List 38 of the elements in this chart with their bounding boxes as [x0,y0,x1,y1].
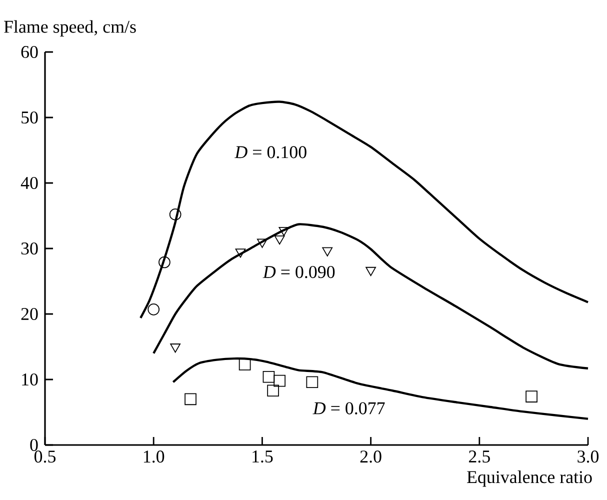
point [158,256,170,268]
x-tick-label: 1.5 [252,450,273,463]
line-series [139,100,590,320]
x-axis-title: Equivalence ratio [467,470,592,487]
point [274,374,286,387]
y-tick-label: 60 [21,46,38,58]
point [526,390,538,402]
point [169,208,182,220]
point [184,393,196,406]
point [238,358,251,370]
y-tick-label: 30 [21,242,38,255]
x-tick-label: 1.0 [144,450,164,463]
point [170,344,181,353]
y-tick-label: 0 [30,438,38,452]
point [306,376,318,388]
y-tick-label: 20 [21,308,38,320]
x-tick-label: 2.5 [468,450,490,463]
point [267,384,279,397]
point [257,238,268,248]
y-tick-label: 40 [20,176,38,190]
x-tick-label: 0.5 [34,450,56,463]
series-label: D = 0.077 [312,402,385,414]
point [278,226,290,236]
point [262,370,275,383]
x-tick-label: 3.0 [578,450,599,463]
point [148,303,160,316]
point [322,247,333,256]
y-tick-label: 10 [22,373,38,386]
series-label: D = 0.100 [234,146,306,158]
line-series [152,223,590,370]
y-axis-title: Flame speed, cm/s [4,20,136,36]
x-tick-label: 2.0 [360,450,382,463]
series-label: D = 0.090 [262,266,335,278]
y-tick-label: 50 [22,111,38,124]
point [366,266,376,276]
point [235,248,246,258]
point [274,235,285,245]
line-series [172,357,590,420]
